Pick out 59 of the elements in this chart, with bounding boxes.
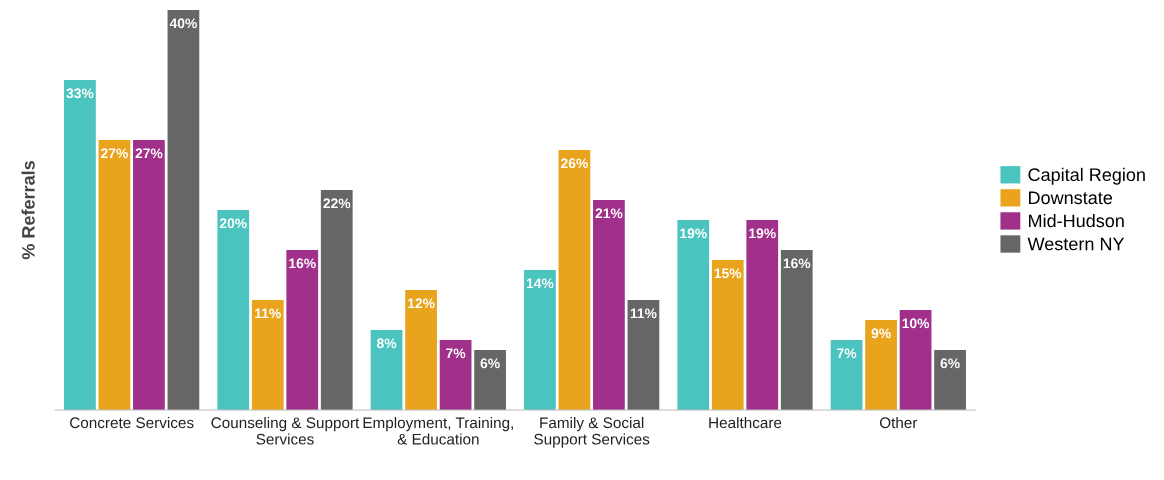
x-tick-label: Other	[879, 416, 918, 429]
legend-label: Downstate	[1029, 191, 1113, 205]
bar	[320, 190, 353, 410]
bar	[286, 250, 319, 410]
bar	[830, 340, 863, 410]
bar	[899, 310, 932, 410]
data-label: 20%	[219, 218, 247, 229]
data-label: 6%	[940, 358, 960, 369]
bar	[251, 300, 284, 410]
bar	[439, 340, 472, 410]
data-label: 15%	[714, 268, 742, 279]
bar	[627, 300, 660, 410]
bar	[370, 330, 403, 410]
bar	[405, 290, 437, 410]
bar	[217, 210, 250, 410]
data-label: 10%	[902, 318, 930, 329]
legend-label: Capital Region	[1028, 167, 1145, 185]
x-tick-label: Counseling & Support Services	[211, 416, 360, 445]
data-label: 8%	[376, 338, 397, 349]
data-label: 27%	[135, 148, 163, 159]
bar	[167, 10, 200, 410]
bar	[558, 150, 591, 410]
data-label: 14%	[526, 278, 554, 289]
bar	[474, 350, 506, 410]
bar	[711, 260, 744, 410]
data-label: 7%	[446, 348, 466, 359]
x-tick-label: Concrete Services	[70, 416, 194, 429]
x-tick-label: Family & Social Support Services	[534, 416, 650, 448]
data-label: 19%	[749, 228, 776, 239]
bar	[746, 220, 779, 410]
bar	[98, 140, 131, 410]
bar	[934, 350, 966, 410]
data-label: 11%	[630, 308, 657, 319]
data-label: 27%	[101, 148, 128, 159]
bar	[780, 250, 813, 410]
data-label: 12%	[408, 298, 435, 309]
bar	[677, 220, 710, 410]
data-label: 33%	[66, 88, 94, 99]
bar	[64, 80, 96, 410]
data-label: 9%	[871, 328, 891, 339]
bar	[524, 270, 556, 410]
y-axis-title: % Referrals	[21, 161, 35, 260]
data-label: 16%	[783, 258, 811, 269]
data-label: 26%	[561, 158, 588, 169]
x-tick-label: Employment, Training, & Education	[363, 416, 513, 445]
legend-label: Western NY	[1027, 237, 1125, 251]
bar	[865, 320, 897, 410]
bar	[593, 200, 625, 410]
data-label: 40%	[169, 18, 197, 29]
data-label: 16%	[289, 258, 316, 269]
data-label: 19%	[680, 228, 707, 239]
data-label: 11%	[255, 308, 281, 319]
data-label: 21%	[595, 208, 623, 219]
x-tick-label: Healthcare	[709, 416, 782, 429]
data-label: 7%	[837, 348, 857, 359]
data-label: 22%	[323, 198, 351, 209]
data-label: 6%	[480, 358, 500, 369]
legend-label: Mid-Hudson	[1029, 213, 1124, 228]
bar	[133, 140, 165, 410]
